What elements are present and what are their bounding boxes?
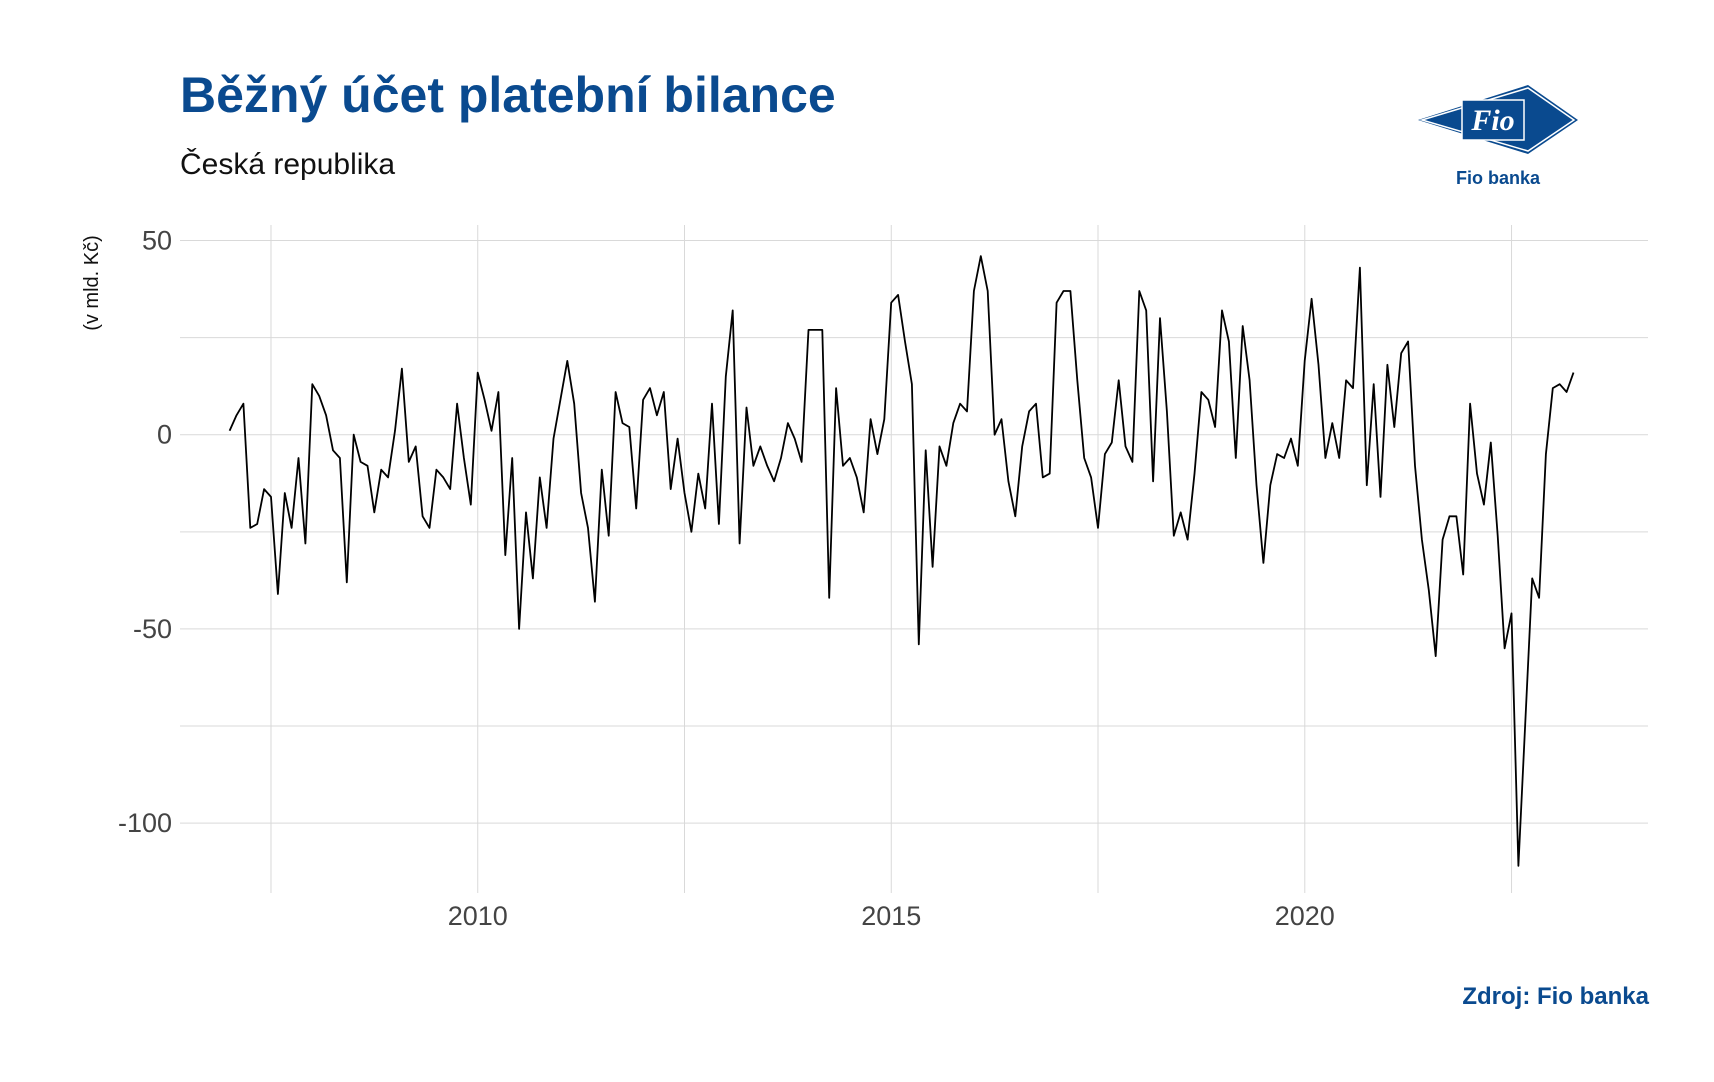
y-tick-label: 0 [157,420,172,450]
grid-lines [180,225,1648,893]
x-tick-label: 2015 [861,901,921,931]
y-tick-label: -100 [118,808,172,838]
y-axis-label: (v mld. Kč) [81,235,103,331]
logo-mark-text: Fio [1470,104,1514,137]
series-layer [228,255,1575,867]
y-tick-label: 50 [142,226,172,256]
logo-caption: Fio banka [1456,168,1541,188]
y-tick-label: -50 [133,614,172,644]
chart-title: Běžný účet platební bilance [180,67,836,123]
chart-subtitle: Česká republika [180,148,396,181]
series-line-current-account [228,255,1575,867]
x-tick-label: 2020 [1275,901,1335,931]
source-note: Zdroj: Fio banka [1462,983,1649,1010]
x-tick-label: 2010 [448,901,508,931]
axis-ticks: 50 0 -50 -100 2010 2015 2020 [118,226,1335,931]
fio-banka-logo: Fio Fio banka [1418,85,1578,188]
